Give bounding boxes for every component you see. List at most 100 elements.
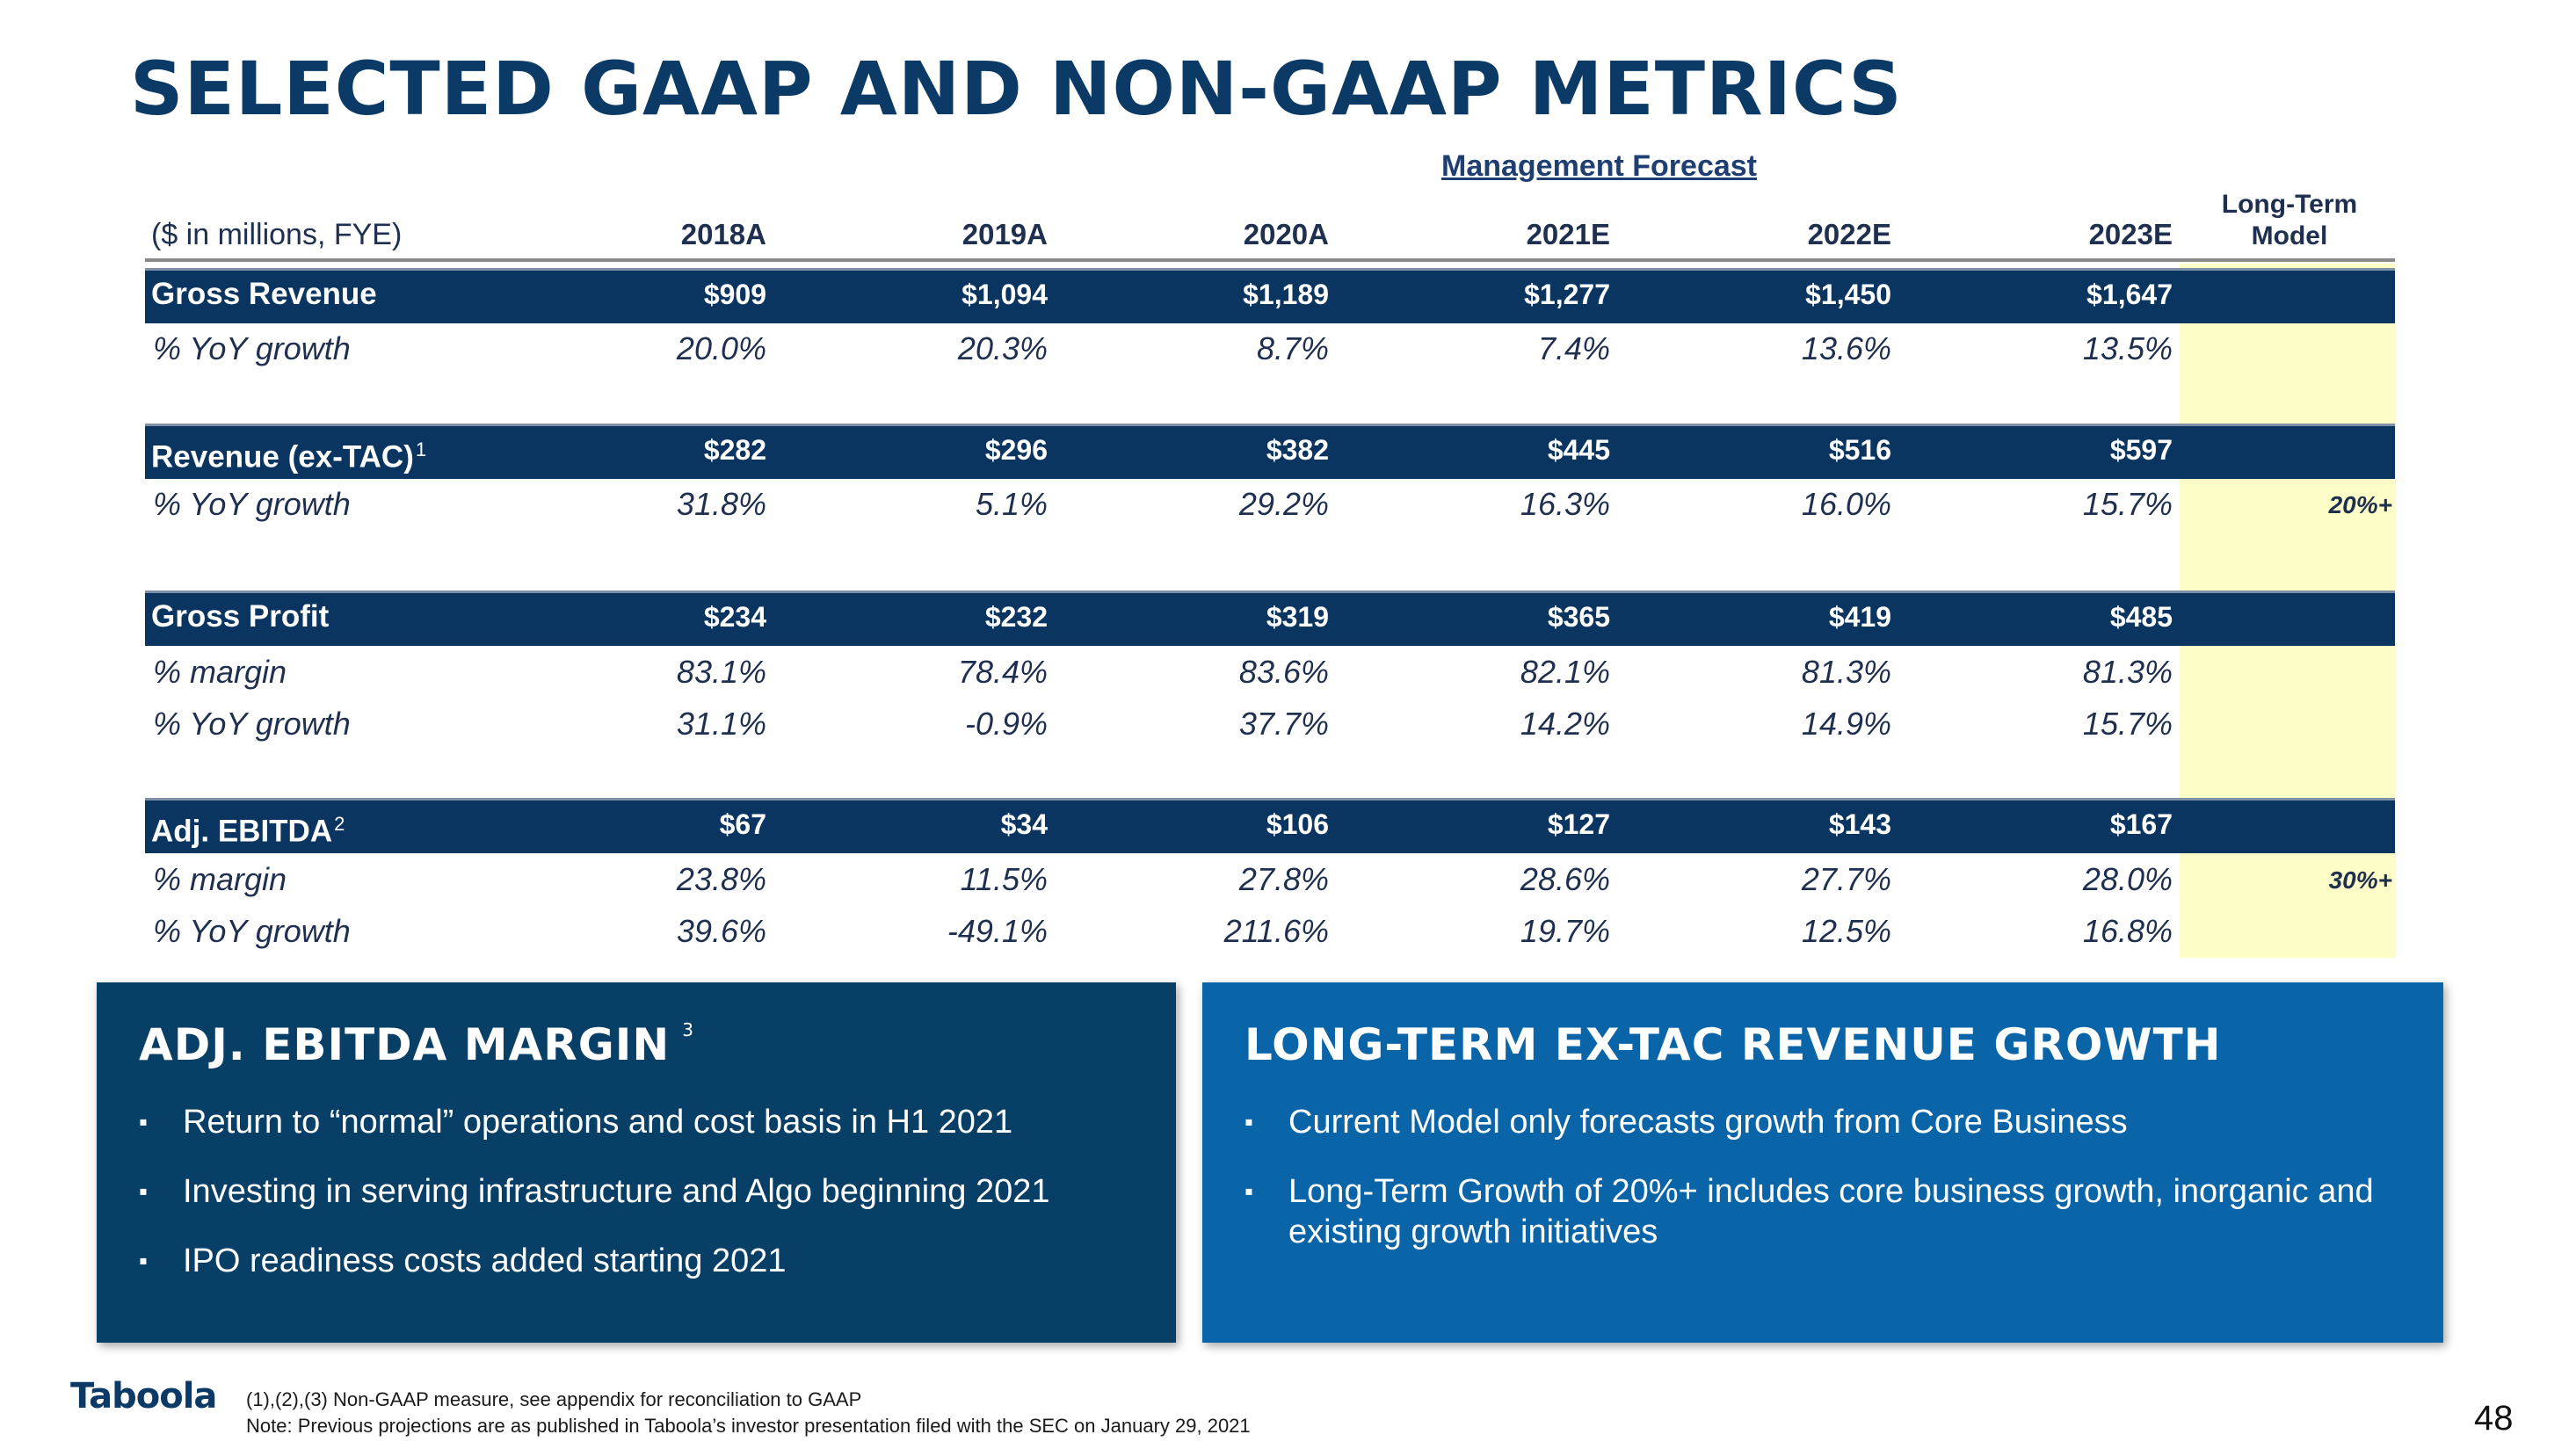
adj-ebitda-margin-value-2021e: 28.6% [1520,861,1610,897]
revenue-ex-tac-value-2018a: $282 [703,434,766,466]
bullet-text: Long-Term Growth of 20%+ includes core b… [1288,1173,2374,1250]
gross-profit-label: Gross Profit [151,599,330,634]
gross-revenue-yoy-growth-value-2018a: 20.0% [676,330,766,366]
adj-ebitda-value-2022e: $143 [1828,808,1891,840]
adj-ebitda-margin-value-2023e: 28.0% [2082,861,2173,897]
revenue-ex-tac-band [145,424,2395,479]
gross-profit-margin-value-2020a: 83.6% [1238,654,1329,690]
gross-revenue-yoy-growth-label: % YoY growth [153,330,351,366]
revenue-ex-tac-value-2022e: $516 [1828,434,1891,466]
revenue-ex-tac-label: Revenue (ex-TAC)1 [151,438,427,475]
bullet-item: ▪ Current Model only forecasts growth fro… [1244,1102,2396,1142]
adj-ebitda-margin-label: % margin [153,861,287,897]
header-divider [145,258,2395,262]
gross-revenue-yoy-growth-value-2020a: 8.7% [1256,330,1329,366]
units-label: ($ in millions, FYE) [151,218,403,251]
gross-revenue-yoy-growth-value-2022e: 13.6% [1801,330,1891,366]
bullet-item: ▪ IPO readiness costs added starting 2021 [139,1241,1050,1281]
revenue-ex-tac-value-2020a: $382 [1266,434,1329,466]
bullet-icon: ▪ [139,1108,148,1135]
revenue-ex-tac-yoy-growth-value-2023e: 15.7% [2082,486,2173,522]
gross-revenue-label: Gross Revenue [151,277,377,311]
bullet-icon: ▪ [1244,1108,1253,1135]
gross-profit-margin-value-2022e: 81.3% [1801,654,1891,690]
taboola-logo: Taboola [70,1376,217,1416]
gross-revenue-value-2018a: $909 [703,279,766,310]
gross-profit-yoy-growth-label: % YoY growth [153,706,351,742]
revenue-ex-tac-yoy-growth-long-term-value: 20%+ [2328,491,2392,518]
gross-profit-yoy-growth-value-2023e: 15.7% [2082,706,2173,742]
adj-ebitda-band [145,798,2395,853]
footnote-non-gaap: (1),(2),(3) Non-GAAP measure, see append… [246,1388,862,1410]
adj-ebitda-value-2019a: $34 [1000,808,1048,840]
gross-profit-band [145,590,2395,646]
gross-revenue-yoy-growth-value-2021e: 7.4% [1537,330,1610,366]
revenue-ex-tac-value-2021e: $445 [1547,434,1610,466]
gross-revenue-band [145,268,2395,323]
bullet-text: Investing in serving infrastructure and … [183,1173,1050,1210]
bullet-text: Return to “normal” operations and cost b… [183,1104,1013,1141]
year-header-2018a: 2018A [680,218,766,250]
bullet-icon: ▪ [139,1177,148,1205]
bullet-list: ▪ Return to “normal” operations and cost … [139,1102,1050,1310]
gross-profit-margin-value-2018a: 83.1% [676,654,766,690]
ex-tac-growth-panel: LONG-TERM EX-TAC REVENUE GROWTH ▪ Current… [1202,982,2443,1343]
adj-ebitda-value-2020a: $106 [1266,808,1329,840]
adj-ebitda-value-2023e: $167 [2109,808,2173,840]
adj-ebitda-value-2021e: $127 [1547,808,1610,840]
adj-ebitda-value-2018a: $67 [719,808,766,840]
long-term-model-header: Long-Term Model [2221,190,2358,250]
year-header-2021e: 2021E [1526,218,1610,250]
gross-revenue-value-2022e: $1,450 [1805,279,1891,310]
adj-ebitda-yoy-growth-label: % YoY growth [153,913,351,949]
year-header-2023e: 2023E [2088,218,2173,250]
revenue-ex-tac-yoy-growth-value-2018a: 31.8% [676,486,766,522]
gross-revenue-value-2019a: $1,094 [961,279,1048,310]
gross-profit-yoy-growth-value-2022e: 14.9% [1801,706,1891,742]
management-forecast-label: Management Forecast [1441,149,1757,183]
bullet-item: ▪ Long-Term Growth of 20%+ includes core … [1244,1171,2396,1252]
bullet-icon: ▪ [139,1247,148,1274]
adj-ebitda-yoy-growth-value-2022e: 12.5% [1801,913,1891,949]
revenue-ex-tac-yoy-growth-value-2020a: 29.2% [1238,486,1329,522]
gross-profit-margin-value-2019a: 78.4% [957,654,1048,690]
gross-profit-value-2021e: $365 [1547,601,1610,633]
gross-profit-value-2022e: $419 [1828,601,1891,633]
adj-ebitda-yoy-growth-value-2020a: 211.6% [1223,913,1329,949]
gross-profit-value-2019a: $232 [984,601,1048,633]
gross-revenue-value-2023e: $1,647 [2086,279,2173,310]
gross-revenue-yoy-growth-value-2023e: 13.5% [2082,330,2173,366]
gross-revenue-value-2020a: $1,189 [1243,279,1329,310]
revenue-ex-tac-yoy-growth-value-2021e: 16.3% [1520,486,1610,522]
adj-ebitda-margin-value-2020a: 27.8% [1238,861,1329,897]
gross-profit-value-2018a: $234 [703,601,766,633]
adj-ebitda-yoy-growth-value-2018a: 39.6% [676,913,766,949]
bullet-text: Current Model only forecasts growth from… [1288,1104,2128,1141]
adj-ebitda-yoy-growth-value-2023e: 16.8% [2082,913,2173,949]
adj-ebitda-margin-panel: ADJ. EBITDA MARGIN 3 ▪ Return to “normal” … [97,982,1176,1343]
year-header-2020a: 2020A [1243,218,1329,250]
gross-profit-margin-label: % margin [153,654,287,690]
gross-profit-yoy-growth-value-2018a: 31.1% [676,706,766,742]
adj-ebitda-yoy-growth-value-2021e: 19.7% [1520,913,1610,949]
gross-profit-yoy-growth-value-2020a: 37.7% [1238,706,1329,742]
gross-profit-margin-value-2023e: 81.3% [2082,654,2173,690]
adj-ebitda-margin-value-2019a: 11.5% [960,861,1048,897]
gross-profit-value-2023e: $485 [2109,601,2173,633]
gross-profit-yoy-growth-value-2019a: -0.9% [964,706,1048,742]
bullet-text: IPO readiness costs added starting 2021 [183,1243,787,1279]
page-number: 48 [2474,1399,2514,1438]
revenue-ex-tac-value-2023e: $597 [2109,434,2173,466]
revenue-ex-tac-value-2019a: $296 [984,434,1048,466]
revenue-ex-tac-yoy-growth-value-2022e: 16.0% [1801,486,1891,522]
panel-heading: ADJ. EBITDA MARGIN 3 [139,1019,694,1070]
adj-ebitda-margin-value-2022e: 27.7% [1801,861,1891,897]
adj-ebitda-yoy-growth-value-2019a: -49.1% [947,913,1048,949]
panel-heading: LONG-TERM EX-TAC REVENUE GROWTH [1244,1019,2222,1070]
page-title: SELECTED GAAP AND NON-GAAP METRICS [130,46,1903,132]
gross-profit-margin-value-2021e: 82.1% [1520,654,1610,690]
bullet-item: ▪ Return to “normal” operations and cost … [139,1102,1050,1142]
adj-ebitda-label: Adj. EBITDA2 [151,813,345,849]
adj-ebitda-margin-value-2018a: 23.8% [676,861,766,897]
bullet-list: ▪ Current Model only forecasts growth fro… [1244,1102,2396,1281]
